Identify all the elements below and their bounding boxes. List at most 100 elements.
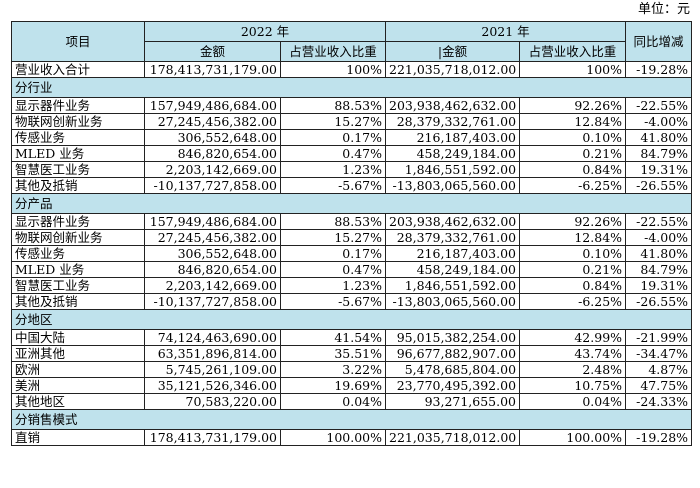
amount-2021-cell: 216,187,403.00 — [385, 245, 521, 262]
yoy-cell: -19.28% — [625, 429, 693, 446]
amount-2022-cell: 306,552,648.00 — [144, 245, 281, 262]
amount-2021-cell: 221,035,718,012.00 — [385, 429, 521, 446]
total-row: 营业收入合计 178,413,731,179.00 100% 221,035,7… — [11, 61, 693, 78]
table-row: 传感业务 306,552,648.00 0.17% 216,187,403.00 0.1… — [11, 245, 693, 262]
header-amount-2022: 金额 — [144, 41, 281, 62]
table-row: 传感业务 306,552,648.00 0.17% 216,187,403.00 0.1… — [11, 129, 693, 146]
header-year-2022: 2022 年 — [143, 21, 387, 42]
section-title: 分行业 — [10, 77, 693, 98]
section-title: 分销售模式 — [10, 409, 693, 430]
row-label: MLED 业务 — [11, 261, 145, 278]
table-row: 其他及抵销 -10,137,727,858.00 -5.67% -13,803,065… — [11, 177, 693, 194]
row-label: 直销 — [11, 429, 145, 446]
amount-2022-cell: 70,583,220.00 — [144, 393, 281, 410]
table-row: MLED 业务 846,820,654.00 0.47% 458,249,184.00… — [11, 145, 693, 162]
row-label: 欧洲 — [11, 361, 145, 378]
share-2021-cell: 10.75% — [519, 377, 627, 394]
row-label: 其他及抵销 — [11, 177, 145, 194]
share-2021-cell: 100% — [519, 61, 627, 78]
section-header-row: 分行业 — [10, 77, 693, 98]
header-yoy: 同比增减 — [625, 21, 693, 62]
yoy-cell: 84.79% — [625, 261, 693, 278]
share-2022-cell: 19.69% — [279, 377, 387, 394]
share-2021-cell: 42.99% — [519, 329, 627, 346]
amount-2021-cell: 96,677,882,907.00 — [385, 345, 521, 362]
table-row: 物联网创新业务 27,245,456,382.00 15.27% 28,379,332… — [11, 113, 693, 130]
amount-2022-cell: 178,413,731,179.00 — [144, 61, 281, 78]
header-row-columns: 金额 占营业收入比重 |金额 占营业收入比重 — [12, 41, 692, 62]
header-year-2021: 2021 年 — [385, 21, 627, 42]
yoy-cell: 19.31% — [625, 277, 693, 294]
share-2021-cell: 12.84% — [519, 229, 627, 246]
share-2022-cell: 0.17% — [279, 245, 387, 262]
amount-2022-cell: 306,552,648.00 — [144, 129, 281, 146]
revenue-table: 项目 2022 年 2021 年 同比增减 金额 占营业收入比重 |金额 占营业… — [10, 21, 693, 446]
share-2021-cell: -6.25% — [519, 293, 627, 310]
share-2022-cell: 3.22% — [279, 361, 387, 378]
share-2022-cell: 100.00% — [279, 429, 387, 446]
amount-2022-cell: 178,413,731,179.00 — [144, 429, 281, 446]
share-2022-cell: -5.67% — [279, 293, 387, 310]
yoy-cell: -21.99% — [625, 329, 693, 346]
amount-2021-cell: 203,938,462,632.00 — [385, 97, 521, 114]
share-2021-cell: 0.21% — [519, 145, 627, 162]
amount-2022-cell: 846,820,654.00 — [144, 145, 281, 162]
header-share-2022: 占营业收入比重 — [279, 41, 387, 62]
row-label: 传感业务 — [11, 245, 145, 262]
amount-2021-cell: 221,035,718,012.00 — [385, 61, 521, 78]
table-row: 欧洲 5,745,261,109.00 3.22% 5,478,685,804.00 2… — [11, 361, 693, 378]
amount-2021-cell: 23,770,495,392.00 — [385, 377, 521, 394]
row-label: 显示器件业务 — [11, 213, 145, 230]
amount-2021-cell: 28,379,332,761.00 — [385, 113, 521, 130]
row-label: 其他及抵销 — [11, 293, 145, 310]
yoy-cell: 19.31% — [625, 161, 693, 178]
share-2022-cell: 15.27% — [279, 113, 387, 130]
section-header-row: 分产品 — [10, 193, 693, 214]
yoy-cell: -34.47% — [625, 345, 693, 362]
table-row: 智慧医工业务 2,203,142,669.00 1.23% 1,846,551,592… — [11, 277, 693, 294]
section-header-row: 分销售模式 — [10, 409, 693, 430]
yoy-cell: 41.80% — [625, 129, 693, 146]
table-row: 显示器件业务 157,949,486,684.00 88.53% 203,938,46… — [11, 213, 693, 230]
share-2021-cell: 0.21% — [519, 261, 627, 278]
share-2022-cell: 0.04% — [279, 393, 387, 410]
row-label: 显示器件业务 — [11, 97, 145, 114]
row-label: 传感业务 — [11, 129, 145, 146]
header-item: 项目 — [11, 21, 145, 62]
share-2022-cell: 1.23% — [279, 277, 387, 294]
share-2022-cell: 0.47% — [279, 261, 387, 278]
amount-2021-cell: -13,803,065,560.00 — [385, 177, 521, 194]
share-2022-cell: 15.27% — [279, 229, 387, 246]
share-2021-cell: 43.74% — [519, 345, 627, 362]
share-2021-cell: 0.04% — [519, 393, 627, 410]
row-label: 美洲 — [11, 377, 145, 394]
amount-2021-cell: 93,271,655.00 — [385, 393, 521, 410]
unit-label: 单位：元 — [637, 2, 690, 17]
amount-2022-cell: 157,949,486,684.00 — [144, 97, 281, 114]
amount-2021-cell: 28,379,332,761.00 — [385, 229, 521, 246]
section-title: 分产品 — [10, 193, 693, 214]
amount-2022-cell: 63,351,896,814.00 — [144, 345, 281, 362]
yoy-cell: -26.55% — [625, 177, 693, 194]
yoy-cell: -22.55% — [625, 97, 693, 114]
row-label: 物联网创新业务 — [11, 113, 145, 130]
share-2021-cell: 2.48% — [519, 361, 627, 378]
table-row: 亚洲其他 63,351,896,814.00 35.51% 96,677,882,90… — [11, 345, 693, 362]
share-2022-cell: 0.47% — [279, 145, 387, 162]
yoy-cell: -26.55% — [625, 293, 693, 310]
share-2021-cell: 12.84% — [519, 113, 627, 130]
header-share-2021: 占营业收入比重 — [519, 41, 627, 62]
share-2021-cell: 100.00% — [519, 429, 627, 446]
amount-2022-cell: 35,121,526,346.00 — [144, 377, 281, 394]
yoy-cell: -4.00% — [625, 229, 693, 246]
row-label: 亚洲其他 — [11, 345, 145, 362]
amount-2022-cell: 2,203,142,669.00 — [144, 161, 281, 178]
amount-2022-cell: 74,124,463,690.00 — [144, 329, 281, 346]
yoy-cell: -24.33% — [625, 393, 693, 410]
share-2022-cell: 41.54% — [279, 329, 387, 346]
share-2022-cell: -5.67% — [279, 177, 387, 194]
table-row: MLED 业务 846,820,654.00 0.47% 458,249,184.00… — [11, 261, 693, 278]
table-row: 其他及抵销 -10,137,727,858.00 -5.67% -13,803,065… — [11, 293, 693, 310]
amount-2022-cell: 2,203,142,669.00 — [144, 277, 281, 294]
yoy-cell: -4.00% — [625, 113, 693, 130]
